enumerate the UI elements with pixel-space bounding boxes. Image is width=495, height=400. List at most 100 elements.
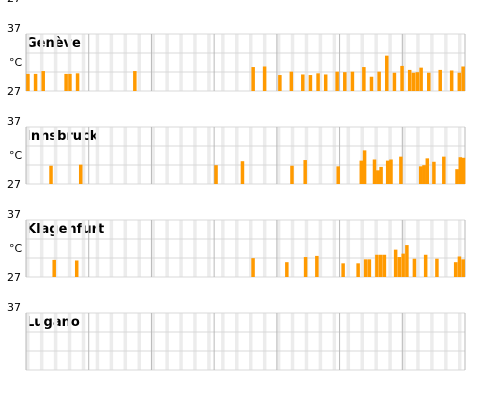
grid-stripe [304, 127, 309, 184]
grid-stripe [53, 313, 58, 370]
grid-stripe [165, 127, 169, 184]
grid-stripe [151, 220, 155, 277]
grid-stripe [360, 127, 364, 184]
grid-stripe [430, 127, 434, 184]
temperature-bar [461, 66, 465, 91]
grid-stripe [360, 34, 364, 91]
grid-stripe [304, 34, 309, 91]
grid-stripe [137, 313, 141, 370]
temperature-bar [375, 254, 379, 277]
panel-title: Genève [26, 36, 81, 51]
grid-stripe [430, 313, 434, 370]
temperature-bar [389, 159, 393, 184]
grid-stripe [95, 220, 100, 277]
temperature-bar [427, 72, 431, 91]
grid-stripe [248, 34, 253, 91]
temperature-bar [78, 164, 83, 184]
temperature-bar [290, 165, 294, 184]
grid-stripe [346, 220, 351, 277]
grid-stripe [165, 313, 169, 370]
panel-title: Klagenfurt [26, 222, 104, 237]
grid-stripe [39, 220, 44, 277]
temperature-bar [405, 245, 409, 277]
grid-stripe [137, 34, 141, 91]
grid-stripe [179, 34, 183, 91]
grid-stripe [332, 313, 337, 370]
y-tick-37: 37 [7, 301, 21, 314]
temperature-bar [461, 157, 466, 184]
grid-stripe [318, 220, 323, 277]
grid-stripe [318, 34, 323, 91]
grid-stripe [346, 34, 351, 91]
grid-stripe [193, 127, 197, 184]
temperature-bar [41, 71, 45, 91]
grid-stripe [193, 313, 197, 370]
grid-stripe [235, 220, 239, 277]
grid-stripe [276, 313, 281, 370]
grid-stripe [123, 34, 128, 91]
temperature-bar [75, 73, 80, 91]
grid-stripe [81, 313, 86, 370]
grid-stripe [193, 34, 197, 91]
grid-stripe [374, 313, 378, 370]
temperature-bar [397, 257, 402, 277]
grid-stripe [137, 220, 141, 277]
temperature-bar [393, 249, 398, 277]
grid-stripe [248, 220, 253, 277]
temperature-bar [341, 263, 345, 277]
grid-stripe [26, 34, 30, 91]
temperature-bar [401, 253, 405, 277]
grid-stripe [388, 220, 392, 277]
grid-stripe [262, 34, 267, 91]
grid-stripe [360, 220, 364, 277]
temperature-bar [455, 169, 459, 184]
grid-stripe [109, 127, 114, 184]
temperature-bar [251, 67, 255, 91]
grid-stripe [179, 220, 183, 277]
temperature-bar [240, 161, 245, 184]
grid-stripe [318, 313, 323, 370]
temperature-bar [419, 67, 423, 91]
grid-stripe [402, 313, 406, 370]
grid-stripe [67, 313, 72, 370]
grid-stripe [137, 127, 141, 184]
grid-stripe [388, 127, 392, 184]
grid-stripe [39, 313, 44, 370]
grid-stripe [235, 313, 239, 370]
grid-stripe [165, 34, 169, 91]
grid-stripe [95, 313, 100, 370]
grid-stripe [276, 220, 281, 277]
grid-stripe [123, 313, 128, 370]
grid-stripe [332, 220, 337, 277]
grid-stripe [207, 220, 211, 277]
grid-stripe [458, 220, 462, 277]
y-tick-37: 37 [7, 115, 21, 128]
temperature-bar [315, 255, 319, 277]
grid-stripe [248, 313, 253, 370]
temperature-bar [308, 75, 313, 91]
grid-stripe [26, 127, 30, 184]
grid-stripe [388, 34, 392, 91]
y-unit-label: °C [9, 242, 23, 255]
grid-stripe [416, 127, 420, 184]
grid-stripe [95, 34, 100, 91]
temperature-bar [362, 67, 366, 91]
grid-stripe [458, 313, 462, 370]
grid-stripe [374, 127, 378, 184]
temperature-bar [33, 73, 38, 91]
panel-title: Innsbruck [26, 129, 99, 144]
grid-stripe [179, 313, 183, 370]
temperature-bar [411, 72, 416, 91]
y-tick-37: 37 [7, 22, 21, 35]
temperature-bar [392, 72, 397, 91]
grid-stripe [248, 127, 253, 184]
grid-stripe [374, 220, 378, 277]
temperature-bar [52, 259, 56, 277]
temperature-bar [64, 73, 68, 91]
temperature-bar [407, 69, 412, 91]
grid-stripe [262, 127, 267, 184]
temperature-bar [457, 256, 462, 277]
temperature-bar [412, 258, 417, 277]
temperature-bar [343, 72, 347, 91]
grid-stripe [109, 313, 114, 370]
